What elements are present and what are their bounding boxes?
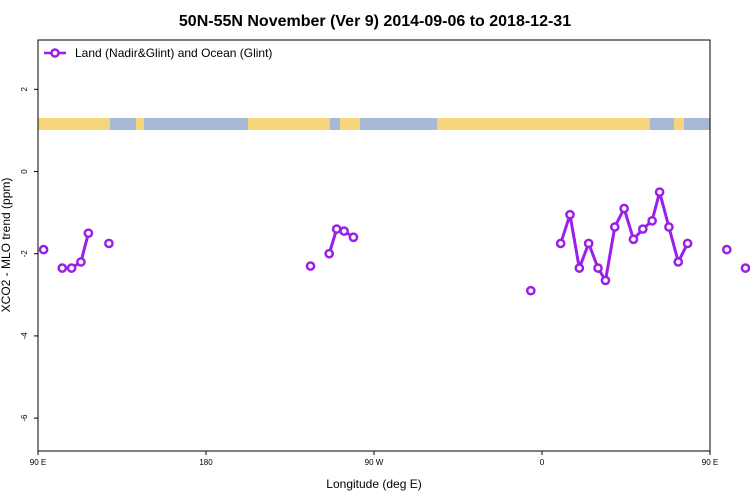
data-point <box>664 222 674 232</box>
x-axis: 90 E 180 90 W 0 90 E <box>30 451 718 467</box>
data-point <box>654 187 665 197</box>
chart-title: 50N-55N November (Ver 9) 2014-09-06 to 2… <box>179 13 571 30</box>
y-tick-label: -6 <box>20 414 29 422</box>
land-band-segment <box>674 118 684 130</box>
data-point <box>38 244 49 255</box>
x-tick-label: 0 <box>540 458 545 467</box>
legend-label: Land (Nadir&Glint) and Ocean (Glint) <box>75 46 272 60</box>
x-axis-label: Longitude (deg E) <box>326 477 421 491</box>
data-point <box>565 209 575 220</box>
x-tick-label: 90 W <box>365 458 384 467</box>
legend: Land (Nadir&Glint) and Ocean (Glint) <box>44 46 272 60</box>
data-point <box>348 232 359 243</box>
series-line <box>745 266 750 270</box>
data-point <box>647 215 657 226</box>
land-band-segment <box>340 118 360 130</box>
legend-marker <box>50 48 60 58</box>
data-point <box>525 285 536 296</box>
y-tick-label: 2 <box>20 87 29 92</box>
x-tick-label: 90 E <box>702 458 718 467</box>
data-point <box>83 228 94 239</box>
x-tick-label: 90 E <box>30 458 46 467</box>
data-point <box>673 257 684 267</box>
data-point <box>721 244 732 255</box>
plot-frame <box>37 39 711 452</box>
data-point <box>324 248 335 259</box>
land-band-segment <box>437 118 650 130</box>
data-point <box>574 263 585 273</box>
y-tick-label: 0 <box>20 169 29 174</box>
data-point <box>57 263 68 273</box>
data-point <box>555 238 566 249</box>
y-tick-label: -2 <box>20 250 29 258</box>
data-point <box>593 263 603 273</box>
data-point <box>76 257 86 267</box>
land-band-segment <box>248 118 330 130</box>
data-point <box>682 238 693 249</box>
y-axis-label: XCO2 - MLO trend (ppm) <box>0 178 13 313</box>
data-point <box>331 224 342 234</box>
data-point <box>66 263 77 273</box>
data-point <box>600 275 611 286</box>
data-point <box>619 203 629 214</box>
data-point <box>339 226 349 236</box>
data-point <box>609 222 620 232</box>
data-point <box>740 263 750 273</box>
series-layer <box>38 187 750 296</box>
y-tick-label: -4 <box>20 332 29 340</box>
data-point <box>637 224 648 234</box>
y-axis: 2 0 -2 -4 -6 <box>20 87 38 422</box>
land-band-segment <box>38 118 110 130</box>
land-ocean-band <box>38 118 710 130</box>
data-point <box>305 261 316 271</box>
data-point <box>104 238 114 249</box>
land-band-segment <box>136 118 144 130</box>
x-tick-label: 180 <box>199 458 213 467</box>
data-point <box>583 238 594 249</box>
data-point <box>628 234 639 245</box>
